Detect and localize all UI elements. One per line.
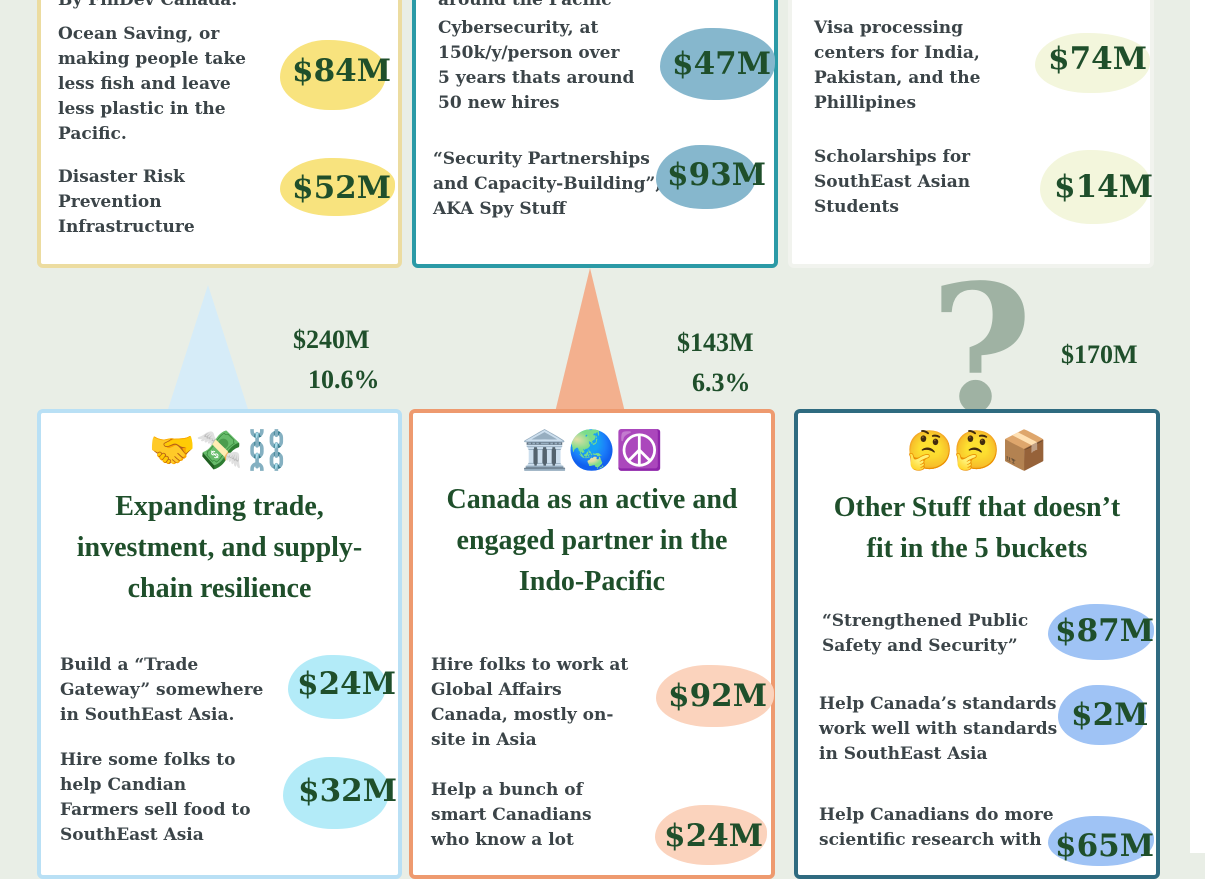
card1-item1-text: Ocean Saving, or making people take less f… bbox=[58, 24, 246, 144]
partner-item1-amount: $92M bbox=[668, 678, 768, 714]
card1-item1-blob bbox=[280, 40, 386, 110]
partner-total-percent: 6.3% bbox=[692, 368, 751, 397]
trade-total-percent: 10.6% bbox=[308, 365, 380, 394]
bucket-card-other bbox=[794, 409, 1160, 879]
partner-emoji-icons: 🏛️🌏☮️ bbox=[521, 428, 663, 472]
partner-spotlight-cone bbox=[550, 268, 630, 433]
card2-item2-amount: $93M bbox=[667, 157, 767, 193]
partner-total-amount: $143M bbox=[677, 328, 754, 357]
other-item1-amount: $87M bbox=[1055, 613, 1155, 649]
other-item2-blob bbox=[1058, 685, 1146, 745]
question-mark-icon: ? bbox=[930, 247, 1033, 452]
trade-item2-blob bbox=[283, 757, 389, 829]
partner-item2-amount: $24M bbox=[664, 818, 764, 854]
right-edge-strip bbox=[1190, 0, 1205, 853]
card2-item1-blob bbox=[660, 28, 775, 100]
partner-item1-blob bbox=[656, 665, 774, 727]
card3-item1-text: Visa processing centers for India, Pakista… bbox=[814, 18, 981, 113]
other-bucket-title: Other Stuff that doesn’t fit in the 5 buc… bbox=[833, 492, 1121, 564]
card3-item2-amount: $14M bbox=[1054, 169, 1154, 205]
other-item2-amount: $2M bbox=[1071, 697, 1149, 733]
other-emoji-icons: 🤔🤔📦 bbox=[906, 428, 1048, 472]
trade-item1-blob bbox=[288, 655, 386, 719]
card1-item2-text: Disaster Risk Prevention Infrastructure bbox=[58, 167, 195, 237]
other-total-amount: $170M bbox=[1061, 340, 1138, 369]
card2-item2-text: “Security Partnerships and Capacity-Build… bbox=[433, 149, 662, 219]
card1-item1-amount: $84M bbox=[292, 53, 392, 89]
card3-item1-amount: $74M bbox=[1048, 41, 1148, 77]
trade-item1-amount: $24M bbox=[297, 666, 397, 702]
card2-item2-blob bbox=[656, 145, 756, 209]
trade-emoji-icons: 🤝💸⛓️ bbox=[148, 428, 291, 472]
partner-bucket-title: Canada as an active and engaged partner i… bbox=[446, 484, 738, 597]
other-item3-amount: $65M bbox=[1055, 828, 1155, 864]
other-item3-text: Help Canadians do more scientific researc… bbox=[819, 805, 1054, 850]
card2-header-partial: around the Pacific bbox=[438, 0, 612, 10]
other-item1-text: “Strengthened Public Safety and Security” bbox=[822, 611, 1029, 656]
trade-bucket-title: Expanding trade, investment, and supply-c… bbox=[76, 491, 363, 604]
trade-item2-amount: $32M bbox=[298, 773, 398, 809]
bucket-card-partner bbox=[409, 409, 775, 879]
trade-total-amount: $240M bbox=[293, 325, 370, 354]
card1-header-partial: By FinDev Canada. bbox=[58, 0, 238, 10]
card3-item1-blob bbox=[1035, 33, 1150, 93]
other-item1-blob bbox=[1048, 604, 1154, 660]
card1-item2-amount: $52M bbox=[292, 170, 392, 206]
card3-item2-blob bbox=[1040, 150, 1150, 224]
trade-item2-text: Hire some folks to help Candian Farmers se… bbox=[60, 750, 251, 845]
partner-item1-text: Hire folks to work at Global Affairs Canad… bbox=[431, 655, 629, 750]
card2-item1-text: Cybersecurity, at 150k/y/person over 5 yea… bbox=[438, 18, 635, 113]
card3-item2-text: Scholarships for SouthEast Asian Students bbox=[814, 147, 971, 217]
card1-item2-blob bbox=[280, 158, 395, 216]
card2-item1-amount: $47M bbox=[672, 46, 772, 82]
partner-item2-text: Help a bunch of smart Canadians who know a… bbox=[431, 780, 592, 850]
other-item2-text: Help Canada’s standards work well with st… bbox=[819, 694, 1058, 764]
trade-item1-text: Build a “Trade Gateway” somewhere in South… bbox=[60, 655, 264, 725]
